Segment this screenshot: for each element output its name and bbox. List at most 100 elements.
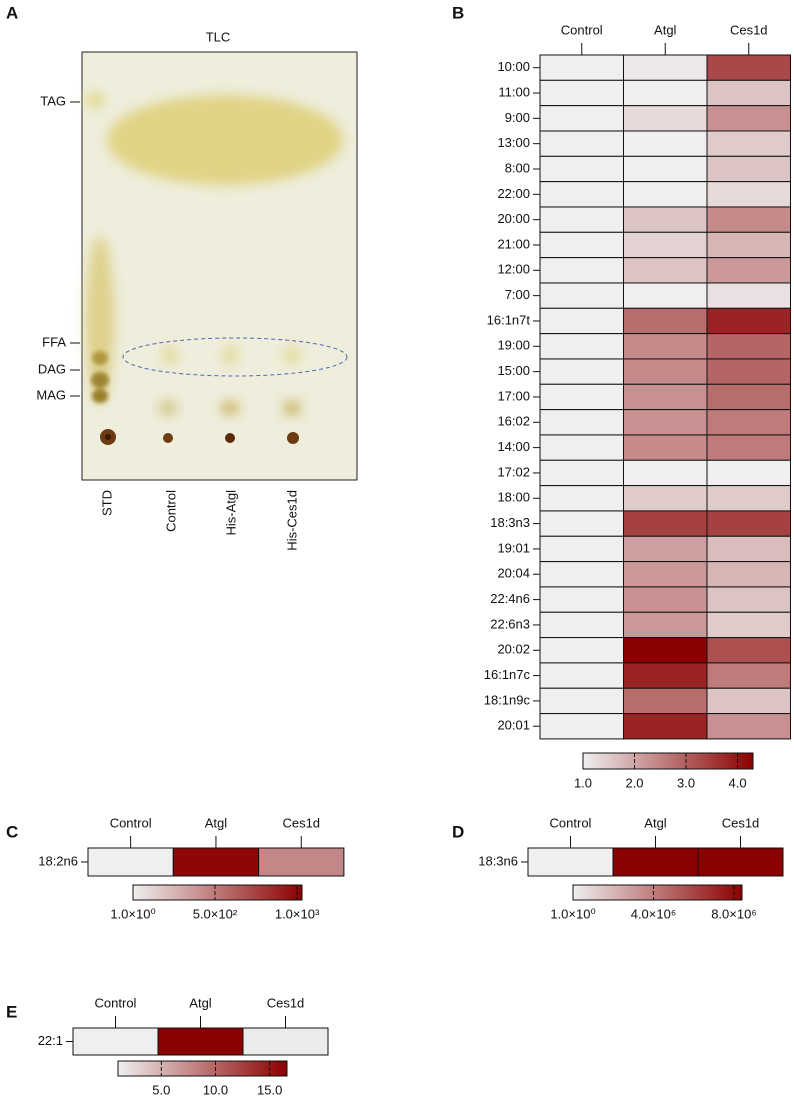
heatmap-cell bbox=[623, 181, 708, 208]
tlc-origin-spots bbox=[100, 429, 299, 445]
heatmap-cell bbox=[87, 847, 174, 877]
heatmap-cell bbox=[706, 687, 791, 715]
heatmap-cell bbox=[539, 181, 624, 208]
heatmap-cell bbox=[539, 434, 624, 461]
row-label: 21:00 bbox=[497, 236, 530, 251]
heatmap-cell bbox=[623, 206, 708, 233]
heatmap-cell bbox=[623, 383, 708, 411]
heatmap-cell bbox=[706, 586, 791, 613]
tlc-panel: A TLC bbox=[6, 3, 358, 481]
row-label: 19:01 bbox=[497, 540, 530, 555]
heatmap-cell bbox=[157, 1027, 244, 1056]
column-label: Ces1d bbox=[267, 995, 305, 1010]
row-label: 22:00 bbox=[497, 186, 530, 201]
colorbar-tick-label: 15.0 bbox=[257, 1082, 282, 1097]
heatmap-cell bbox=[706, 333, 791, 360]
heatmap-cell bbox=[539, 105, 624, 132]
heatmap-cell bbox=[706, 535, 791, 563]
colorbar-tick-label: 8.0×10⁶ bbox=[711, 906, 756, 921]
heatmap-cell bbox=[706, 510, 791, 537]
heatmap-cell bbox=[623, 409, 708, 436]
band-label: FFA bbox=[42, 334, 66, 349]
heatmap-cell bbox=[706, 307, 791, 335]
tlc-title: TLC bbox=[206, 29, 231, 44]
heatmap-cell bbox=[697, 847, 784, 877]
heatmap-cell bbox=[706, 181, 791, 208]
heatmap-cell bbox=[623, 586, 708, 613]
colorbar-tick-label: 1.0×10³ bbox=[275, 906, 320, 921]
heatmap-cell bbox=[527, 847, 614, 877]
row-label: 18:1n9c bbox=[484, 692, 531, 707]
row-label: 16:02 bbox=[497, 414, 530, 429]
heatmap-cell bbox=[539, 485, 624, 512]
panel-letter: B bbox=[452, 3, 464, 22]
heatmap-cell bbox=[623, 130, 708, 157]
heatmap-cell bbox=[539, 713, 624, 740]
column-label: Atgl bbox=[189, 995, 212, 1010]
heatmap-cell bbox=[706, 459, 791, 487]
row-label: 16:1n7t bbox=[487, 312, 531, 327]
heatmap-cell bbox=[706, 434, 791, 461]
heatmap-cell bbox=[539, 510, 624, 537]
heatmap-cell bbox=[539, 662, 624, 689]
lane-label: Control bbox=[163, 490, 178, 532]
lane-label: His-Atgl bbox=[223, 490, 238, 536]
row-label: 20:01 bbox=[497, 718, 530, 733]
colorbar bbox=[572, 884, 743, 901]
heatmap-cell bbox=[623, 611, 708, 639]
heatmap-cell bbox=[539, 333, 624, 360]
heatmap-cell bbox=[623, 713, 708, 740]
heatmap-cell bbox=[623, 358, 708, 385]
highlight-ellipse bbox=[122, 337, 348, 377]
heatmap-cell bbox=[623, 662, 708, 689]
heatmap-cell bbox=[612, 847, 699, 877]
heatmap-cell bbox=[706, 257, 791, 284]
heatmap-cell bbox=[706, 206, 791, 233]
heatmap-cell bbox=[706, 485, 791, 512]
heatmap-cell bbox=[623, 434, 708, 461]
row-label: 11:00 bbox=[498, 84, 530, 99]
panel-letter: E bbox=[6, 1002, 17, 1021]
heatmap-cell bbox=[539, 54, 624, 81]
heatmap-cell bbox=[172, 847, 260, 877]
column-label: Atgl bbox=[654, 22, 677, 37]
heatmap-cell bbox=[539, 535, 624, 563]
heatmap-cell bbox=[706, 282, 791, 309]
row-label: 12:00 bbox=[497, 262, 530, 277]
row-label: 22:6n3 bbox=[490, 616, 530, 631]
row-label: 17:02 bbox=[497, 464, 530, 479]
heatmap-cell bbox=[539, 282, 624, 309]
tlc-std-spots bbox=[91, 351, 109, 403]
heatmap-cell bbox=[623, 105, 708, 132]
colorbar-tick-label: 5.0 bbox=[152, 1082, 170, 1097]
column-label: Control bbox=[550, 815, 592, 830]
heatmap-cell bbox=[242, 1027, 329, 1056]
column-label: Ces1d bbox=[282, 815, 320, 830]
panel-letter: C bbox=[6, 822, 18, 841]
heatmap-cell bbox=[623, 79, 708, 107]
row-label: 18:00 bbox=[497, 490, 530, 505]
colorbar-tick-label: 4.0 bbox=[729, 775, 747, 790]
heatmap-cell bbox=[623, 155, 708, 183]
row-label: 20:02 bbox=[497, 642, 530, 657]
colorbar-tick-label: 1.0 bbox=[574, 775, 592, 790]
heatmap-cell bbox=[623, 231, 708, 259]
band-label: DAG bbox=[38, 361, 66, 376]
heatmap-cell bbox=[539, 687, 624, 715]
column-label: Control bbox=[110, 815, 152, 830]
row-label: 7:00 bbox=[505, 287, 530, 302]
heatmap-cell bbox=[539, 307, 624, 335]
column-label: Control bbox=[95, 995, 137, 1010]
column-label: Atgl bbox=[205, 815, 228, 830]
heatmap-cell bbox=[706, 561, 791, 588]
row-label: 20:04 bbox=[497, 566, 530, 581]
heatmap-cell bbox=[539, 611, 624, 639]
colorbar bbox=[117, 1060, 288, 1077]
lane-label: STD bbox=[99, 490, 114, 516]
heatmap-cell bbox=[539, 561, 624, 588]
row-label: 17:00 bbox=[497, 388, 530, 403]
heatmap-cell bbox=[539, 231, 624, 259]
heatmap-cell bbox=[623, 257, 708, 284]
row-label: 15:00 bbox=[497, 363, 530, 378]
row-label: 16:1n7c bbox=[484, 667, 531, 682]
